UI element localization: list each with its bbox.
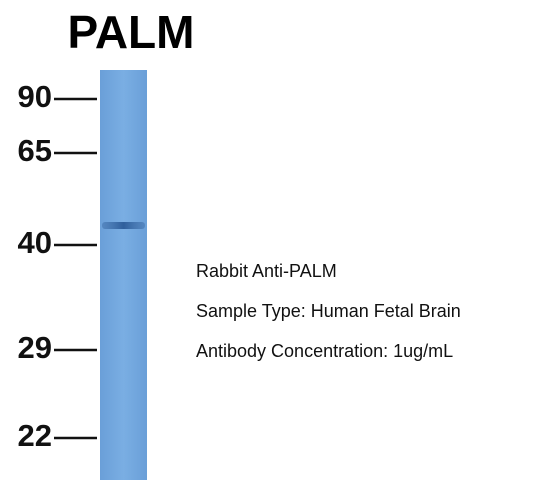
marker-label: 40 — [18, 225, 52, 260]
annotation: Sample Type: Human Fetal Brain — [196, 301, 461, 321]
markers: 90 65 40 29 22 — [18, 79, 97, 453]
annotation: Rabbit Anti-PALM — [196, 261, 337, 281]
marker-label: 90 — [18, 79, 52, 114]
blot-figure: PALM 90 65 40 29 22 Rabbit Anti-PALM Sample T… — [0, 0, 545, 481]
lane — [100, 70, 147, 480]
band — [102, 222, 145, 229]
marker-label: 22 — [18, 418, 52, 453]
title: PALM — [68, 6, 195, 58]
marker-label: 65 — [18, 133, 52, 168]
marker-label: 29 — [18, 330, 52, 365]
annotations: Rabbit Anti-PALM Sample Type: Human Fetal… — [196, 261, 461, 361]
annotation: Antibody Concentration: 1ug/mL — [196, 341, 453, 361]
